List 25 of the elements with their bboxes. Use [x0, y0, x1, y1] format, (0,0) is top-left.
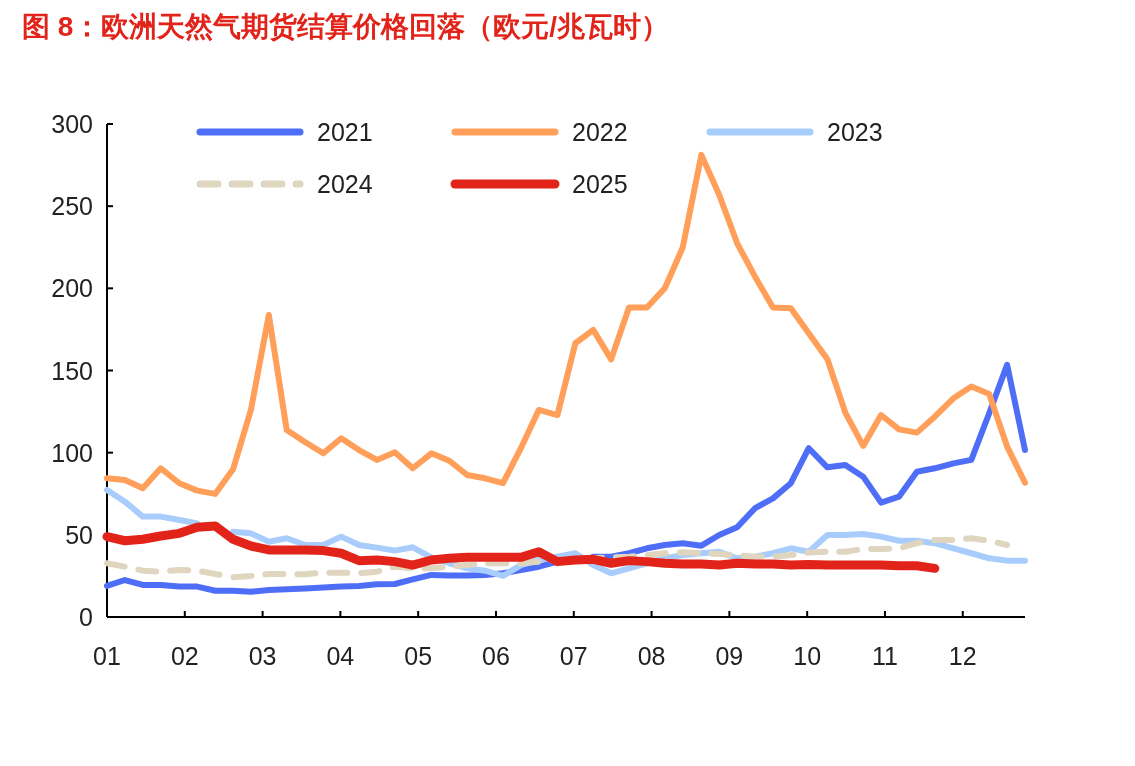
- xtick: 05: [404, 642, 433, 670]
- xtick: 08: [637, 642, 666, 670]
- xtick: 07: [559, 642, 588, 670]
- legend-label: 2023: [827, 118, 883, 146]
- xtick: 11: [872, 642, 898, 670]
- ytick: 250: [51, 192, 93, 221]
- title: 图 8：欧洲天然气期货结算价格回落（欧元/兆瓦时）: [22, 11, 670, 42]
- xtick: 06: [482, 642, 510, 670]
- xtick: 03: [248, 642, 277, 670]
- xtick: 09: [715, 642, 744, 670]
- xtick: 10: [793, 642, 822, 670]
- legend-label: 2025: [572, 170, 628, 198]
- xtick: 02: [170, 642, 199, 670]
- ytick: 150: [51, 356, 93, 385]
- xtick: 12: [948, 642, 977, 670]
- xtick: 04: [326, 642, 355, 670]
- ytick: 50: [65, 520, 93, 549]
- xtick: 01: [93, 642, 121, 670]
- ytick: 200: [51, 274, 93, 303]
- ytick: 300: [51, 110, 93, 138]
- ytick: 0: [79, 603, 93, 631]
- legend-label: 2021: [317, 118, 373, 146]
- legend-label: 2022: [572, 118, 628, 146]
- legend-label: 2024: [317, 170, 373, 198]
- ytick: 100: [51, 438, 93, 467]
